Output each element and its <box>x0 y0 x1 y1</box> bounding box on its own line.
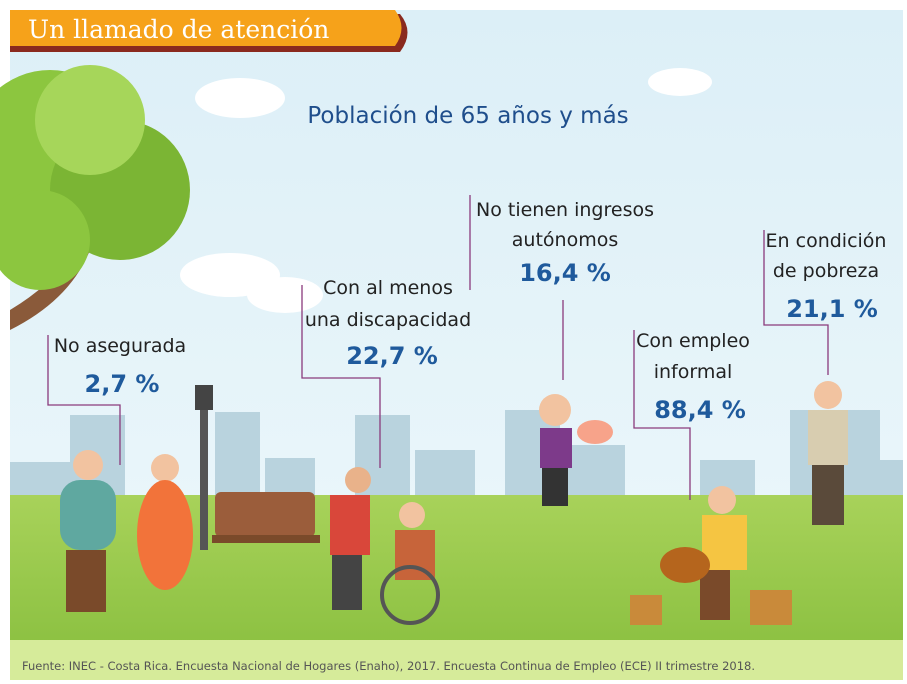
subtitle: Población de 65 años y más <box>307 103 628 129</box>
stat-label: de pobreza <box>773 260 879 282</box>
source: Fuente: INEC - Costa Rica. Encuesta Naci… <box>22 659 755 673</box>
stat-label: informal <box>654 361 733 383</box>
page: Un llamado de atención Población de 65 a… <box>0 0 907 684</box>
stat-value: 16,4 % <box>519 259 611 287</box>
stat-value: 21,1 % <box>786 295 878 323</box>
stat-label: Con empleo <box>636 330 750 352</box>
stat-label: No asegurada <box>54 335 186 357</box>
stat-label: No tienen ingresos <box>476 199 654 221</box>
stat-value: 2,7 % <box>85 370 160 398</box>
stat-label: autónomos <box>512 229 618 251</box>
stat-label: una discapacidad <box>305 309 471 331</box>
stat-label: Con al menos <box>323 277 453 299</box>
stat-value: 88,4 % <box>654 396 746 424</box>
infographic: Un llamado de atención Población de 65 a… <box>0 0 907 684</box>
stat-value: 22,7 % <box>346 342 438 370</box>
title: Un llamado de atención <box>28 15 329 44</box>
stat-label: En condición <box>766 230 887 252</box>
